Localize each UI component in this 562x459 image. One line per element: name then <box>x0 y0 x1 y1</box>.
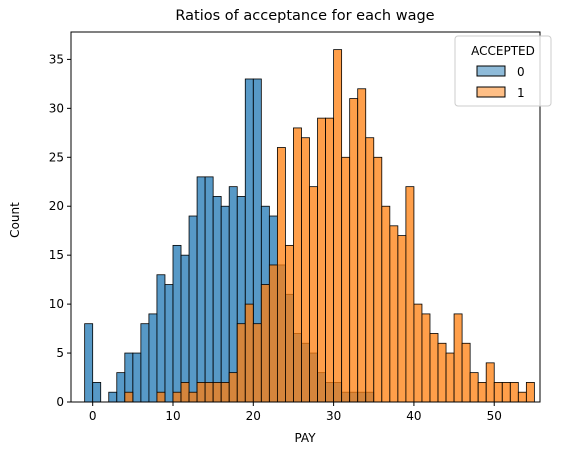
legend-title: ACCEPTED <box>471 44 535 58</box>
bar-series-1-bin-40 <box>406 187 414 402</box>
bar-series-1-bin-37 <box>382 206 390 402</box>
bar-series-1-bin-20 <box>245 304 253 402</box>
bar-series-0-bin-6 <box>133 353 141 402</box>
bar-series-1-bin-22 <box>261 285 269 402</box>
bar-series-1-bin-41 <box>414 304 422 402</box>
y-tick-label-30: 30 <box>49 101 64 115</box>
bar-series-1-bin-9 <box>157 392 165 402</box>
bar-series-1-bin-24 <box>277 148 285 402</box>
bar-series-1-bin-50 <box>486 363 494 402</box>
bar-series-1-bin-18 <box>229 373 237 402</box>
bar-series-1-bin-31 <box>334 50 342 402</box>
x-tick-label-40: 40 <box>406 409 421 423</box>
legend-swatch-0 <box>477 66 505 76</box>
bar-series-0-bin-3 <box>109 392 117 402</box>
y-tick-label-10: 10 <box>49 297 64 311</box>
y-tick-label-0: 0 <box>56 395 64 409</box>
bar-series-1-bin-52 <box>502 382 510 402</box>
bar-series-1-bin-16 <box>213 382 221 402</box>
legend-label-0: 0 <box>517 65 525 79</box>
bar-series-0-bin-4 <box>117 373 125 402</box>
legend: ACCEPTED 0 1 <box>455 36 551 106</box>
bar-series-1-bin-12 <box>181 382 189 402</box>
y-tick-label-35: 35 <box>49 52 64 66</box>
bar-series-0-bin-7 <box>141 324 149 402</box>
x-tick-label-30: 30 <box>326 409 341 423</box>
bar-series-1-bin-14 <box>197 382 205 402</box>
bar-series-1-bin-23 <box>269 265 277 402</box>
bar-series-0-bin-1 <box>93 382 101 402</box>
y-tick-label-20: 20 <box>49 199 64 213</box>
bar-series-1-bin-54 <box>518 392 526 402</box>
bar-series-1-bin-21 <box>253 324 261 402</box>
bar-series-1-bin-47 <box>462 343 470 402</box>
legend-label-1: 1 <box>517 86 525 100</box>
bar-series-0-bin-16 <box>213 196 221 402</box>
bar-series-1-bin-43 <box>430 333 438 402</box>
bar-series-0-bin-11 <box>173 245 181 402</box>
bar-series-0-bin-17 <box>221 206 229 402</box>
bar-series-1-bin-25 <box>285 245 293 402</box>
chart-title: Ratios of acceptance for each wage <box>175 8 434 24</box>
bar-series-1-bin-13 <box>189 392 197 402</box>
bar-series-1-bin-19 <box>237 324 245 402</box>
bar-series-0-bin-10 <box>165 285 173 402</box>
bar-series-1-bin-44 <box>438 343 446 402</box>
x-tick-label-0: 0 <box>89 409 97 423</box>
y-tick-label-25: 25 <box>49 150 64 164</box>
bar-series-0-bin-15 <box>205 177 213 402</box>
x-tick-label-50: 50 <box>487 409 502 423</box>
x-tick-label-20: 20 <box>246 409 261 423</box>
bar-series-1-bin-32 <box>342 157 350 402</box>
bar-series-1-bin-45 <box>446 353 454 402</box>
bar-series-0-bin-18 <box>229 187 237 402</box>
bar-series-1-bin-17 <box>221 382 229 402</box>
bar-series-1-bin-33 <box>350 99 358 402</box>
bar-series-1-bin-46 <box>454 314 462 402</box>
bar-series-0-bin-9 <box>157 275 165 402</box>
bar-series-1-bin-26 <box>293 128 301 402</box>
bar-series-1-bin-42 <box>422 314 430 402</box>
x-axis-label: PAY <box>294 431 316 445</box>
bar-series-1-bin-28 <box>310 187 318 402</box>
bar-series-1-bin-39 <box>398 236 406 402</box>
bar-series-0-bin-12 <box>181 255 189 402</box>
y-tick-label-5: 5 <box>56 346 64 360</box>
x-tick-label-10: 10 <box>165 409 180 423</box>
bar-series-1-bin-15 <box>205 382 213 402</box>
bar-series-1-bin-34 <box>358 89 366 402</box>
bar-series-1-bin-48 <box>470 373 478 402</box>
bar-series-1-bin-55 <box>526 382 534 402</box>
y-axis-label: Count <box>8 202 22 238</box>
bar-series-1-bin-5 <box>125 392 133 402</box>
bar-series-1-bin-53 <box>510 382 518 402</box>
bar-series-1-bin-49 <box>478 382 486 402</box>
legend-swatch-1 <box>477 87 505 97</box>
bar-series-0-bin-14 <box>197 177 205 402</box>
bar-series-1-bin-27 <box>301 138 309 402</box>
bar-series-0-bin-0 <box>85 324 93 402</box>
bar-series-1-bin-51 <box>494 382 502 402</box>
bar-series-1-bin-36 <box>374 157 382 402</box>
bar-series-1-bin-29 <box>318 118 326 402</box>
bar-series-0-bin-8 <box>149 314 157 402</box>
bar-series-1-bin-30 <box>326 118 334 402</box>
y-tick-label-15: 15 <box>49 248 64 262</box>
bar-series-1-bin-11 <box>173 392 181 402</box>
bar-series-0-bin-13 <box>189 216 197 402</box>
bar-series-1-bin-35 <box>366 138 374 402</box>
bar-series-1-bin-38 <box>390 226 398 402</box>
